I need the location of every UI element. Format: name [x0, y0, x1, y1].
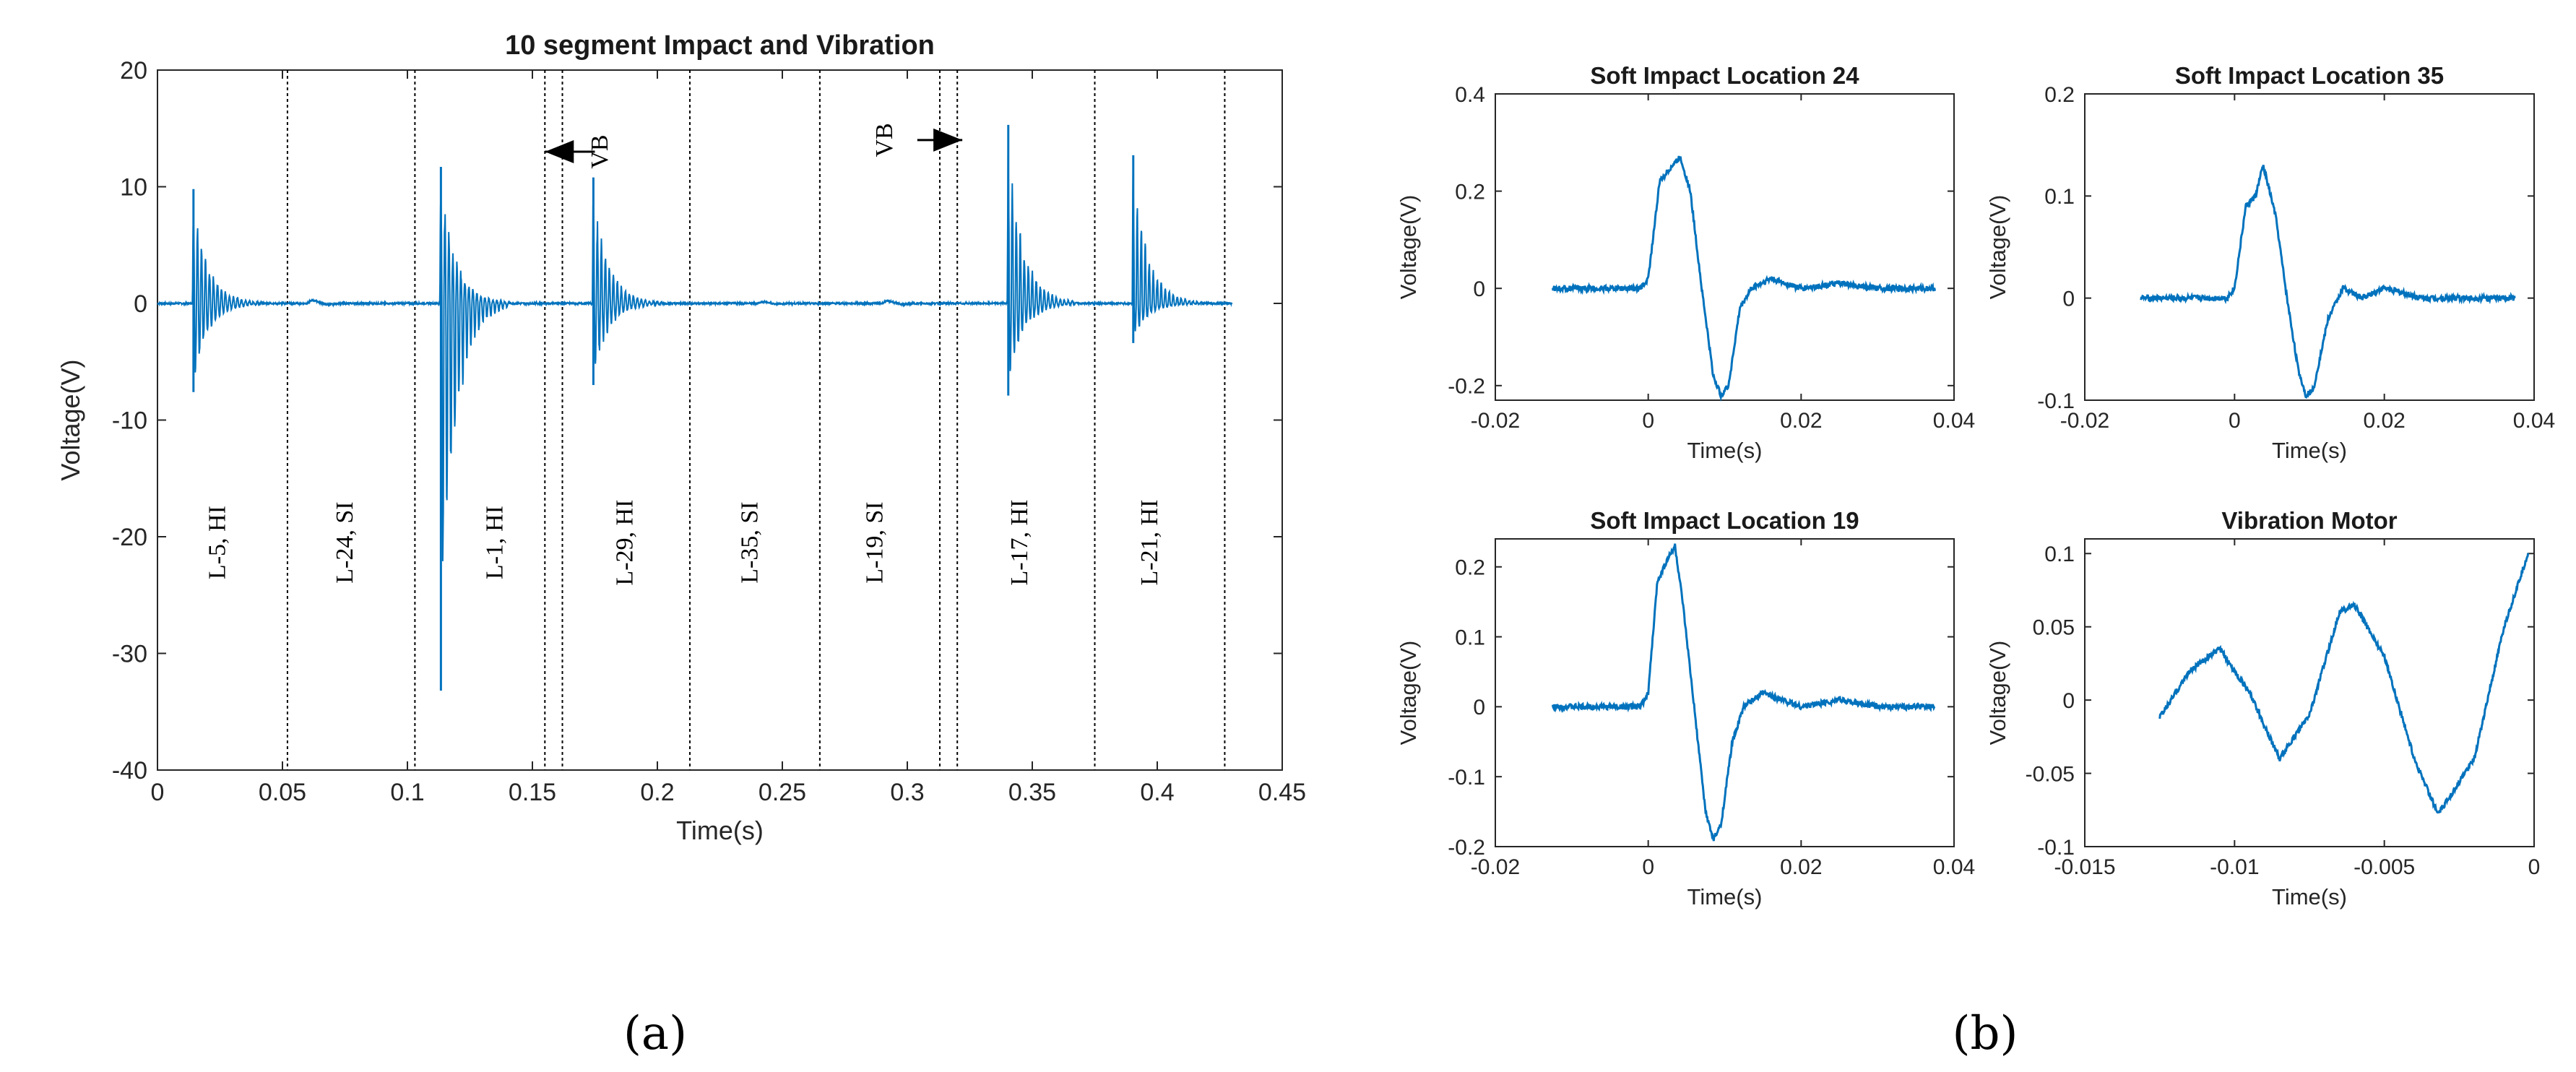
- b4-x-axis-label: Time(s): [2272, 884, 2347, 909]
- b3-y-tick-label: 0.1: [1455, 626, 1485, 649]
- main-x-tick-label: 0.4: [1140, 779, 1174, 806]
- main-y-tick-label: -30: [112, 641, 147, 668]
- panel-label-a: (a): [623, 1007, 687, 1060]
- b1-x-tick-label: -0.02: [1471, 409, 1520, 433]
- main-y-axis-label: Voltage(V): [56, 359, 85, 480]
- main-y-tick-label: -20: [112, 524, 147, 551]
- b4-y-axis-label: Voltage(V): [1985, 641, 2010, 745]
- b4-x-tick-label: -0.015: [2054, 855, 2115, 879]
- vb-arrow-head: [545, 140, 574, 164]
- segment-label: L-35, SI: [736, 501, 763, 583]
- b3-y-tick-label: 0.2: [1455, 556, 1485, 580]
- b4-plot-frame: [2084, 538, 2535, 847]
- b1-x-tick-label: 0: [1642, 409, 1654, 433]
- vb-arrow-head: [933, 128, 963, 152]
- main-x-tick-label: 0.3: [890, 779, 924, 806]
- b2-x-tick-label: -0.02: [2060, 409, 2109, 433]
- b4-y-tick-label: 0.1: [2044, 543, 2075, 566]
- b2-signal-line: [2140, 165, 2516, 399]
- main-y-tick-label: 10: [120, 174, 147, 202]
- b3-y-axis-label: Voltage(V): [1396, 641, 1421, 745]
- b3-signal-line: [1551, 543, 1936, 842]
- segment-label: L-17, HI: [1006, 500, 1033, 586]
- b3-x-axis-label: Time(s): [1687, 884, 1763, 909]
- b2-x-axis-label: Time(s): [2272, 438, 2347, 463]
- b3-x-tick-label: 0.04: [1933, 855, 1975, 879]
- b1-y-tick-label: 0: [1473, 277, 1485, 301]
- b1-chart-title: Soft Impact Location 24: [1590, 62, 1859, 89]
- main-chart-title: 10 segment Impact and Vibration: [505, 30, 935, 61]
- b2-chart-title: Soft Impact Location 35: [2175, 62, 2444, 89]
- b2-y-tick-label: 0.2: [2044, 83, 2075, 107]
- b1-y-axis-label: Voltage(V): [1396, 195, 1421, 300]
- b3-y-tick-label: -0.1: [1448, 766, 1485, 790]
- main-x-tick-label: 0.35: [1008, 779, 1056, 806]
- segment-label: L-21, HI: [1136, 500, 1163, 586]
- b3-chart-title: Soft Impact Location 19: [1590, 507, 1859, 534]
- main-x-tick-label: 0.05: [259, 779, 306, 806]
- b4-y-tick-label: 0.05: [2033, 616, 2075, 640]
- b1-x-tick-label: 0.02: [1780, 409, 1822, 433]
- b2-x-tick-label: 0: [2229, 409, 2241, 433]
- b1-signal-line: [1551, 155, 1936, 402]
- b4-x-tick-label: -0.005: [2354, 855, 2415, 879]
- b1-plot-frame: [1495, 93, 1955, 401]
- b4-signal-line: [2158, 553, 2530, 814]
- b4-y-tick-label: -0.05: [2026, 762, 2075, 786]
- b1-x-tick-label: 0.04: [1933, 409, 1975, 433]
- segment-label: L-1, HI: [481, 506, 508, 579]
- segment-label: L-29, HI: [611, 500, 638, 586]
- b4-chart-title: Vibration Motor: [2221, 507, 2397, 534]
- b2-y-tick-label: -0.1: [2037, 389, 2075, 413]
- b4-y-tick-label: -0.1: [2037, 836, 2075, 860]
- b1-y-tick-label: -0.2: [1448, 375, 1485, 399]
- b4-x-tick-label: -0.01: [2210, 855, 2259, 879]
- chart-marks-layer: 0 0.05 0.1 0.15 0.2 0.25 0.3 0.35 0.4 0.45 -40 -30 -…: [112, 57, 2555, 879]
- main-x-tick-label: 0.2: [640, 779, 674, 806]
- main-x-tick-label: 0.15: [509, 779, 556, 806]
- b2-y-tick-label: 0: [2062, 287, 2075, 311]
- b3-plot-frame: [1495, 538, 1955, 847]
- main-y-tick-label: -10: [112, 407, 147, 435]
- vb-label: VB: [871, 123, 898, 157]
- main-x-tick-label: 0: [151, 779, 165, 806]
- b3-x-tick-label: 0.02: [1780, 855, 1822, 879]
- main-x-tick-label: 0.25: [758, 779, 806, 806]
- b1-x-axis-label: Time(s): [1687, 438, 1763, 463]
- b2-y-tick-label: 0.1: [2044, 185, 2075, 209]
- main-y-tick-label: -40: [112, 757, 147, 784]
- b4-x-tick-label: 0: [2528, 855, 2541, 879]
- b3-x-tick-label: -0.02: [1471, 855, 1520, 879]
- b3-x-tick-label: 0: [1642, 855, 1654, 879]
- b1-y-tick-label: 0.2: [1455, 180, 1485, 204]
- b3-y-tick-label: 0: [1473, 696, 1485, 719]
- main-y-tick-label: 0: [134, 290, 147, 318]
- segment-label: L-24, SI: [332, 501, 358, 583]
- b2-y-axis-label: Voltage(V): [1985, 195, 2010, 300]
- main-x-tick-label: 0.45: [1258, 779, 1306, 806]
- b3-y-tick-label: -0.2: [1448, 836, 1485, 860]
- segment-label: L-19, SI: [861, 501, 888, 583]
- b2-x-tick-label: 0.04: [2513, 409, 2555, 433]
- b1-y-tick-label: 0.4: [1455, 83, 1485, 107]
- main-x-axis-label: Time(s): [676, 816, 764, 845]
- b4-y-tick-label: 0: [2062, 689, 2075, 713]
- panel-label-b: (b): [1953, 1007, 2018, 1060]
- vb-label: VB: [587, 134, 613, 168]
- segment-label: L-5, HI: [204, 506, 230, 579]
- main-x-tick-label: 0.1: [390, 779, 424, 806]
- b2-x-tick-label: 0.02: [2363, 409, 2405, 433]
- main-y-tick-label: 20: [120, 57, 147, 85]
- b2-plot-frame: [2084, 93, 2535, 401]
- main-signal-line: [157, 146, 1233, 561]
